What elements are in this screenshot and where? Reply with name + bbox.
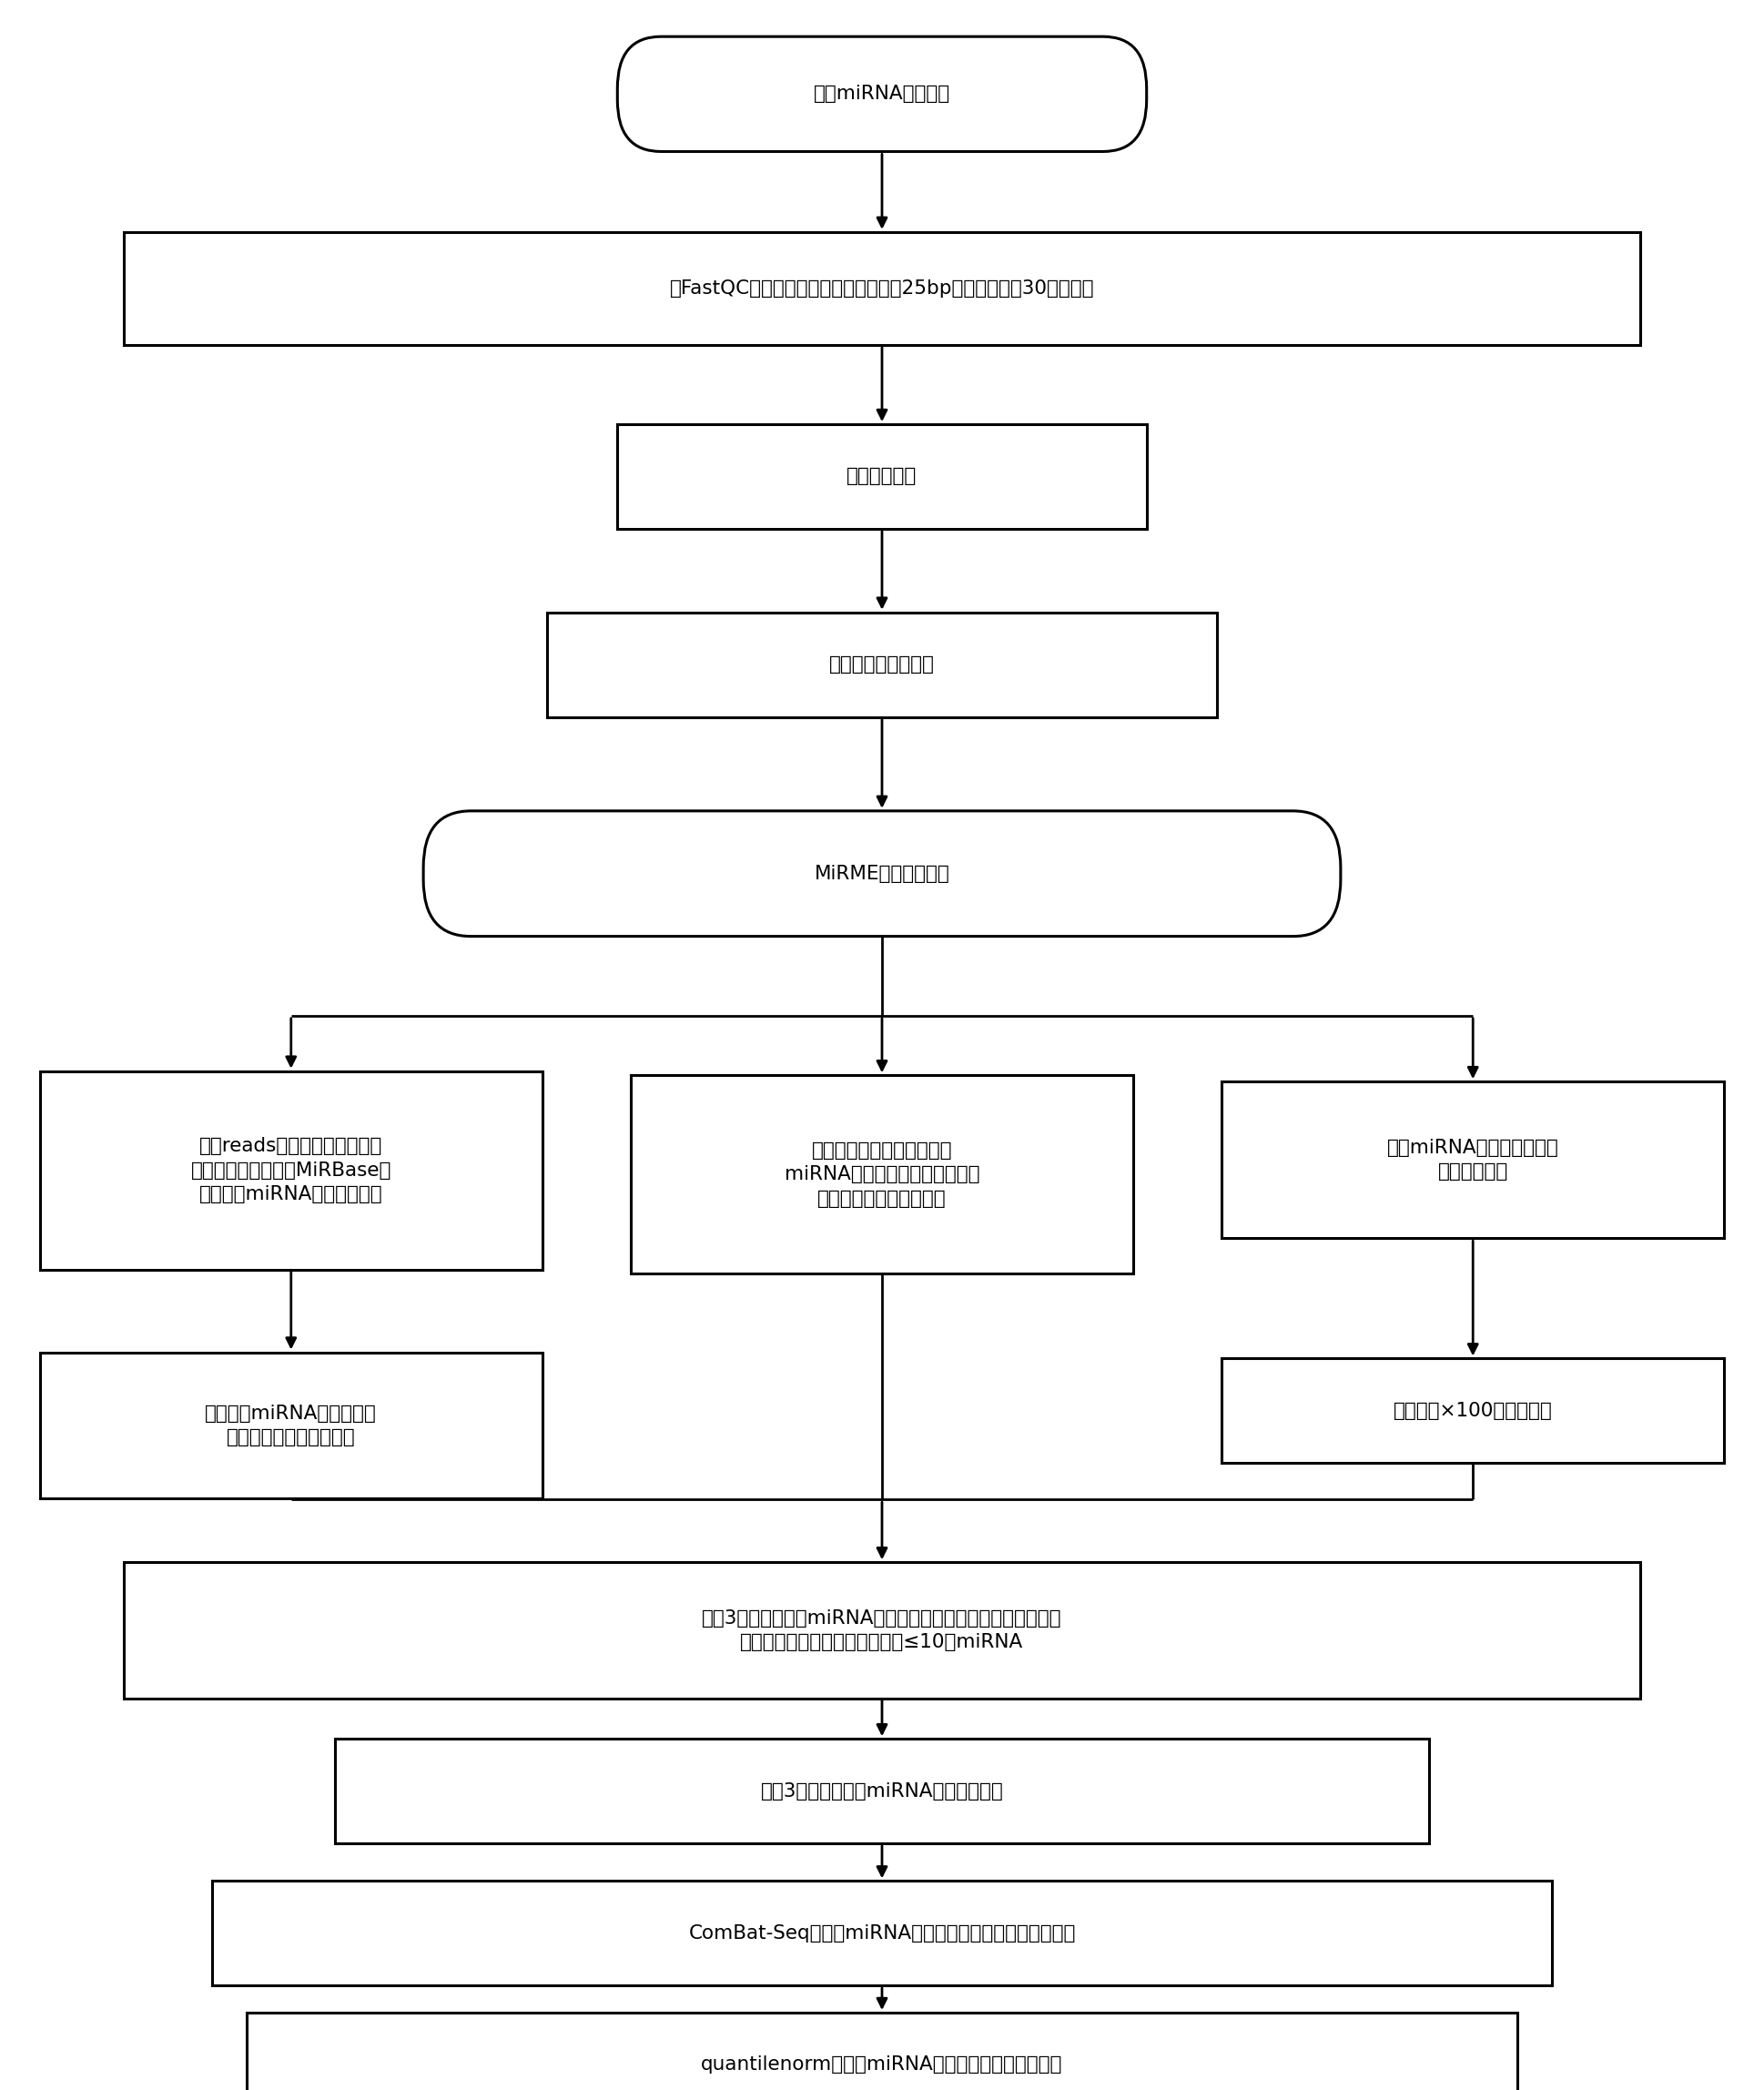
FancyBboxPatch shape	[1221, 1081, 1723, 1237]
FancyBboxPatch shape	[212, 1881, 1552, 1985]
Text: 去除重复和冗余序列: 去除重复和冗余序列	[829, 656, 935, 673]
FancyBboxPatch shape	[547, 612, 1217, 717]
Text: 收集miRNA测序数据: 收集miRNA测序数据	[813, 86, 951, 102]
FancyBboxPatch shape	[423, 811, 1341, 936]
Text: ComBat-Seq方法对miRNA分子特征矩阵进行批次效应校正: ComBat-Seq方法对miRNA分子特征矩阵进行批次效应校正	[688, 1925, 1076, 1942]
FancyBboxPatch shape	[123, 1563, 1641, 1697]
FancyBboxPatch shape	[632, 1074, 1134, 1273]
FancyBboxPatch shape	[123, 232, 1641, 345]
Text: 含有原始miRNA名称及其对
应频率（丰度值）的矩阵: 含有原始miRNA名称及其对 应频率（丰度值）的矩阵	[205, 1404, 377, 1446]
FancyBboxPatch shape	[41, 1352, 542, 1499]
Text: quantilenorm函数对miRNA分子特征矩阵进行标准化: quantilenorm函数对miRNA分子特征矩阵进行标准化	[700, 2057, 1064, 2073]
Text: 计算miRNA的编辑或突变位
点的编辑水平: 计算miRNA的编辑或突变位 点的编辑水平	[1387, 1139, 1559, 1181]
Text: 从中提取发生编辑或突变的
miRNA名称及其在每个样本中出
现频率（丰度值）的矩阵: 从中提取发生编辑或突变的 miRNA名称及其在每个样本中出 现频率（丰度值）的矩…	[785, 1141, 979, 1208]
Text: MiRME算法输出文件: MiRME算法输出文件	[815, 865, 949, 882]
FancyBboxPatch shape	[41, 1070, 542, 1269]
Text: 编辑水平×100的数据矩阵: 编辑水平×100的数据矩阵	[1394, 1402, 1552, 1419]
Text: 合并3个矩阵为一个miRNA分子特征矩阵: 合并3个矩阵为一个miRNA分子特征矩阵	[760, 1783, 1004, 1799]
Text: 用FastQC对序列进行质量检测，保留前25bp质量得分高于30分的序列: 用FastQC对序列进行质量检测，保留前25bp质量得分高于30分的序列	[670, 280, 1094, 297]
FancyBboxPatch shape	[247, 2013, 1517, 2090]
FancyBboxPatch shape	[335, 1739, 1429, 1843]
Text: 去掉接头序列: 去掉接头序列	[847, 468, 917, 485]
FancyBboxPatch shape	[1221, 1358, 1723, 1463]
FancyBboxPatch shape	[617, 36, 1147, 153]
Text: 计算3个矩阵中每个miRNA特征在肺腺癌组织以及正常组织中对
应数据的均值，删除两个均值都≤10的miRNA: 计算3个矩阵中每个miRNA特征在肺腺癌组织以及正常组织中对 应数据的均值，删除…	[702, 1609, 1062, 1651]
FancyBboxPatch shape	[617, 424, 1147, 529]
Text: 每条reads序列在每个样本中出
现频率的输出文件和MiRBase里
人的成熟miRNA序列比对注释: 每条reads序列在每个样本中出 现频率的输出文件和MiRBase里 人的成熟m…	[191, 1137, 392, 1204]
